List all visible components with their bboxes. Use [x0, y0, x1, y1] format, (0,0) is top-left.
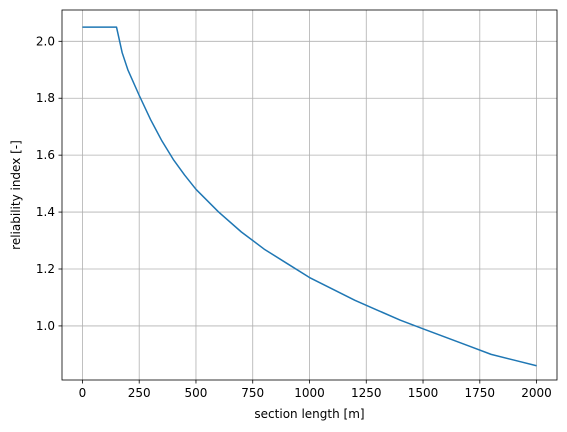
x-tick-label: 500	[185, 386, 208, 400]
y-tick-label: 1.2	[36, 262, 55, 276]
x-tick-label: 0	[79, 386, 87, 400]
x-tick-label: 1750	[465, 386, 496, 400]
y-tick-label: 1.4	[36, 205, 55, 219]
y-axis-ticks: 1.0 1.2 1.4 1.6 1.8 2.0	[36, 34, 62, 333]
x-axis-ticks: 0 250 500 750 1000 1250 1500 1750 2000	[79, 380, 552, 400]
grid-lines	[62, 10, 557, 380]
plot-area	[82, 26, 537, 367]
x-tick-label: 1000	[294, 386, 325, 400]
y-axis-label: reliability index [-]	[9, 140, 23, 250]
y-tick-label: 1.6	[36, 148, 55, 162]
y-tick-label: 1.8	[36, 91, 55, 105]
x-tick-label: 750	[241, 386, 264, 400]
y-tick-label: 2.0	[36, 34, 55, 48]
x-tick-label: 1500	[408, 386, 439, 400]
y-tick-label: 1.0	[36, 319, 55, 333]
x-axis-label: section length [m]	[254, 407, 364, 421]
x-tick-label: 250	[128, 386, 151, 400]
x-tick-label: 2000	[521, 386, 552, 400]
series-line	[82, 26, 537, 367]
x-tick-label: 1250	[351, 386, 382, 400]
